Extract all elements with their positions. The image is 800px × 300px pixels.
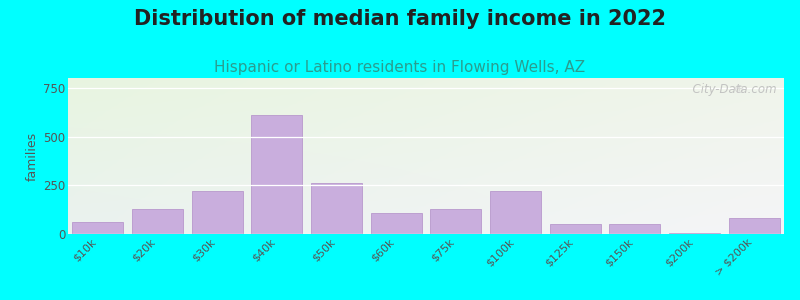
Bar — [251, 115, 302, 234]
Text: ⊕: ⊕ — [734, 83, 745, 96]
Bar — [729, 218, 779, 234]
Bar — [73, 222, 123, 234]
Text: Distribution of median family income in 2022: Distribution of median family income in … — [134, 9, 666, 29]
Text: Hispanic or Latino residents in Flowing Wells, AZ: Hispanic or Latino residents in Flowing … — [214, 60, 586, 75]
Bar — [430, 209, 481, 234]
Bar — [669, 233, 720, 234]
Bar — [132, 209, 183, 234]
Bar — [550, 224, 601, 234]
Y-axis label: families: families — [26, 131, 39, 181]
Text: City-Data.com: City-Data.com — [686, 83, 777, 96]
Bar — [311, 183, 362, 234]
Bar — [610, 224, 660, 234]
Bar — [192, 191, 242, 234]
Bar — [490, 191, 541, 234]
Bar — [371, 212, 422, 234]
